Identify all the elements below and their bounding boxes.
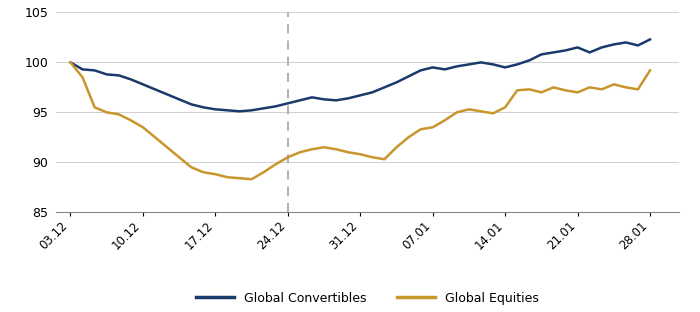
Legend: Global Convertibles, Global Equities: Global Convertibles, Global Equities [191,287,544,310]
